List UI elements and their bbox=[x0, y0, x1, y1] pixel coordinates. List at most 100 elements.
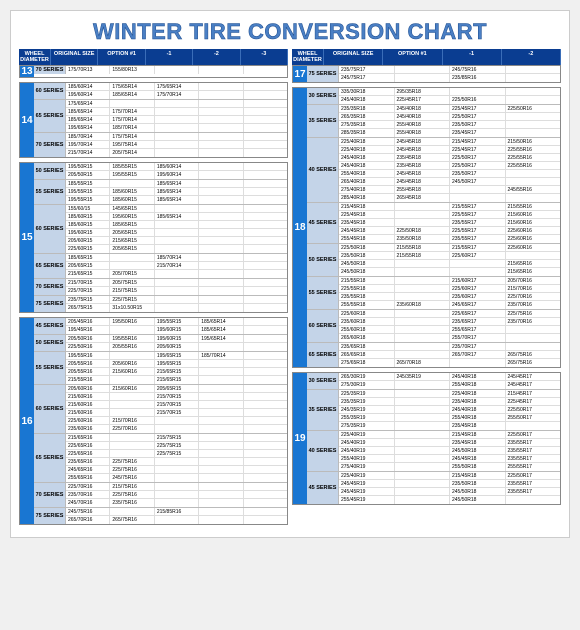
size-cell: 225/75R16 bbox=[506, 310, 561, 317]
size-cell: 205/75R14 bbox=[110, 149, 154, 157]
size-cell bbox=[506, 96, 561, 104]
size-cell bbox=[506, 422, 561, 430]
size-cell: 175/70R13 bbox=[66, 66, 110, 74]
size-cell: 215/65R16 bbox=[506, 268, 561, 276]
size-cell bbox=[506, 74, 561, 82]
table-row: 195/65R14185/70R14 bbox=[66, 124, 287, 132]
table-row: 235/75R15225/75R15 bbox=[66, 296, 287, 304]
size-cell bbox=[395, 422, 451, 430]
series-row: 35 SERIES235/35R18245/40R18225/45R17225/… bbox=[307, 105, 560, 138]
table-row: 215/60R16215/70R15 bbox=[66, 393, 287, 401]
size-cell bbox=[395, 414, 451, 421]
size-cell bbox=[244, 91, 287, 99]
table-row: 275/35R19235/45R18 bbox=[339, 422, 560, 430]
table-row: 245/45R19245/50R18235/55R17 bbox=[339, 488, 560, 496]
table-row: 155/60/15145/65R15 bbox=[66, 205, 287, 213]
size-cell bbox=[199, 237, 243, 244]
size-cell: 225/50R17 bbox=[506, 431, 561, 438]
size-cell bbox=[199, 450, 243, 457]
series-label: 65 SERIES bbox=[307, 343, 339, 367]
size-cell bbox=[244, 279, 287, 286]
size-cell: 225/70R16 bbox=[110, 425, 154, 433]
size-cell: 225/75R16 bbox=[110, 458, 154, 465]
size-cell: 225/40R19 bbox=[339, 431, 395, 438]
size-cell: 195/75R14 bbox=[110, 141, 154, 148]
size-cell: 235/65R17 bbox=[450, 318, 506, 325]
size-cell: 245/35R19 bbox=[395, 373, 451, 380]
size-cell bbox=[155, 425, 199, 433]
size-cell bbox=[395, 211, 451, 218]
size-cell: 235/85R16 bbox=[450, 74, 506, 82]
page-title: WINTER TIRE CONVERSION CHART bbox=[19, 19, 561, 45]
size-cell: 215/75R15 bbox=[110, 287, 154, 295]
data-rows: 225/50R18215/55R18215/55R17225/60R16235/… bbox=[339, 244, 560, 276]
size-cell: 195/65R15 bbox=[155, 360, 199, 367]
table-row: 225/60R15205/65R15 bbox=[66, 245, 287, 253]
size-cell bbox=[244, 213, 287, 220]
series-row: 50 SERIES195/50R15185/55R15185/60R14205/… bbox=[34, 163, 287, 180]
series-row: 65 SERIES235/65R18235/70R17265/65R18265/… bbox=[307, 343, 560, 367]
size-cell bbox=[244, 221, 287, 228]
size-cell bbox=[199, 442, 243, 449]
size-cell: 215/55R16 bbox=[66, 376, 110, 384]
header-cell: OPTION #1 bbox=[98, 49, 145, 65]
size-cell: 175/70R14 bbox=[155, 91, 199, 99]
series-row: 60 SERIES225/60R18225/65R17225/75R16235/… bbox=[307, 310, 560, 343]
size-cell bbox=[506, 496, 561, 504]
series-label: 70 SERIES bbox=[34, 133, 66, 157]
size-cell bbox=[244, 491, 287, 498]
size-cell: 205/60R15 bbox=[155, 343, 199, 351]
size-cell: 235/35R18 bbox=[339, 105, 395, 112]
size-cell bbox=[110, 442, 154, 449]
size-cell bbox=[199, 368, 243, 375]
size-cell: 215/65R15 bbox=[66, 270, 110, 278]
size-cell bbox=[155, 516, 199, 524]
size-cell bbox=[395, 260, 451, 267]
series-row: 70 SERIES185/70R14175/75R14195/70R14195/… bbox=[34, 133, 287, 157]
size-cell bbox=[244, 66, 287, 74]
series-label: 75 SERIES bbox=[34, 508, 66, 524]
size-cell bbox=[199, 133, 243, 140]
size-cell: 225/40R18 bbox=[450, 390, 506, 397]
table-row: 235/35R19235/40R18225/45R17 bbox=[339, 398, 560, 406]
size-cell: 245/75R17 bbox=[339, 74, 395, 82]
size-cell: 245/50R17 bbox=[450, 178, 506, 185]
size-cell: 265/75R15 bbox=[66, 304, 110, 312]
size-cell bbox=[244, 100, 287, 107]
table-row: 205/60R15215/65R15 bbox=[66, 237, 287, 245]
size-cell: 185/55R15 bbox=[110, 163, 154, 170]
table-row: 225/55R18225/60R17215/70R16 bbox=[339, 285, 560, 293]
size-cell: 195/50R15 bbox=[66, 163, 110, 170]
size-cell: 255/40R18 bbox=[450, 414, 506, 421]
series-row: 30 SERIES265/30R19245/35R19245/40R18245/… bbox=[307, 373, 560, 390]
diameter-block: 1930 SERIES265/30R19245/35R19245/40R1824… bbox=[292, 372, 561, 505]
size-cell bbox=[199, 163, 243, 170]
size-cell: 205/70R16 bbox=[506, 277, 561, 284]
size-cell: 225/75R16 bbox=[110, 466, 154, 473]
size-cell bbox=[155, 108, 199, 115]
table-header: WHEEL DIAMETERORIGINAL SIZEOPTION #1-1-2 bbox=[292, 49, 561, 65]
size-cell: 245/40R19 bbox=[339, 447, 395, 454]
table-row: 245/40R19235/45R18235/55R17 bbox=[339, 439, 560, 447]
size-cell bbox=[450, 194, 506, 202]
size-cell bbox=[155, 245, 199, 253]
size-cell: 185/65R14 bbox=[199, 326, 243, 334]
size-cell: 155/60/15 bbox=[66, 205, 110, 212]
series-label: 60 SERIES bbox=[34, 385, 66, 433]
series-row: 35 SERIES225/35R19225/40R18215/45R17235/… bbox=[307, 390, 560, 431]
table-row: 185/55R15185/65R14 bbox=[66, 180, 287, 188]
size-cell: 245/45R18 bbox=[395, 170, 451, 177]
size-cell bbox=[199, 124, 243, 132]
size-cell: 235/45R18 bbox=[339, 219, 395, 226]
size-cell: 215/75R16 bbox=[110, 483, 154, 490]
size-cell bbox=[395, 447, 451, 454]
size-cell bbox=[450, 88, 506, 95]
table-row: 265/30R19245/35R19245/40R18245/45R17 bbox=[339, 373, 560, 381]
table-row: 185/65R15185/70R14 bbox=[66, 254, 287, 262]
size-cell: 215/65R15 bbox=[155, 376, 199, 384]
series-row: 75 SERIES245/75R16215/85R16265/70R16265/… bbox=[34, 508, 287, 524]
size-cell bbox=[155, 491, 199, 498]
size-cell bbox=[110, 434, 154, 441]
table-row: 225/40R19215/45R18225/50R17 bbox=[339, 431, 560, 439]
size-cell: 225/55R17 bbox=[450, 211, 506, 218]
